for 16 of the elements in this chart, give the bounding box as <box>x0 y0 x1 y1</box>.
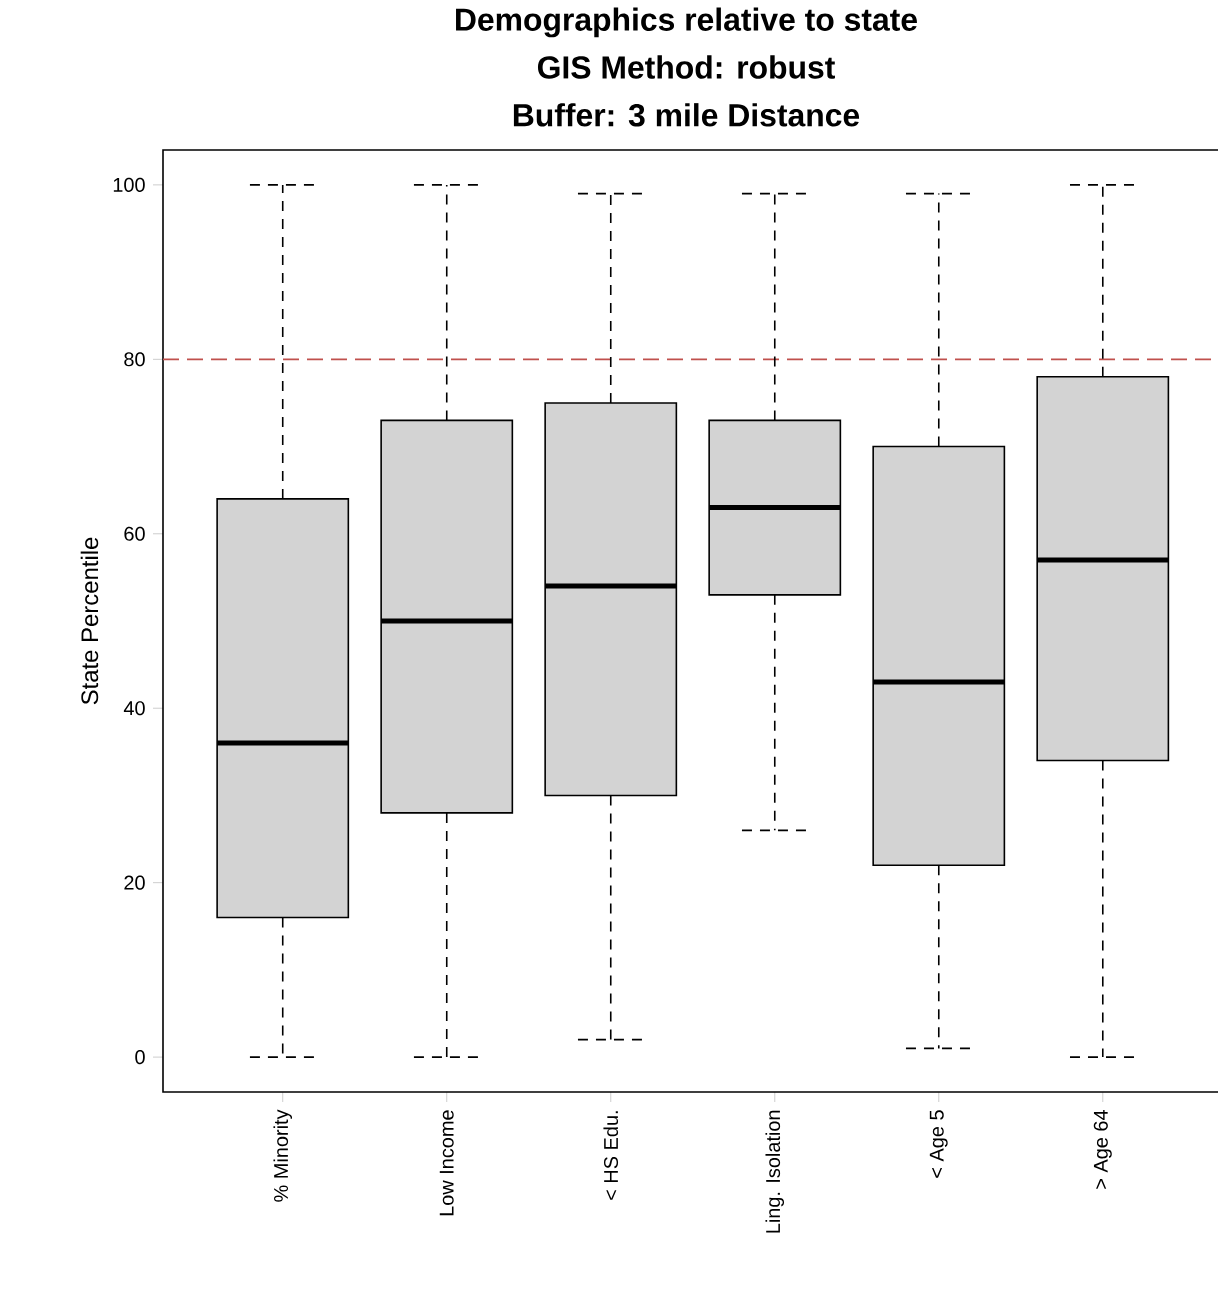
text: Buffer: 3 mile Distance <box>513 103 860 127</box>
y-tick-label: 100 <box>113 177 145 192</box>
x-tick-label: Low Income <box>439 1110 454 1216</box>
y-axis-title: State Percentile <box>80 537 99 705</box>
chart-subtitle: GIS Method: robust <box>537 55 835 79</box>
y-tick-label: 40 <box>123 701 145 716</box>
x-tick-label: % Minority <box>273 1109 293 1202</box>
y-tick-label: 0 <box>135 1050 145 1065</box>
y-tick-label: 60 <box>124 526 145 541</box>
x-tick-label: < Age 5 <box>929 1110 948 1178</box>
chart-title: Demographics relative to state <box>456 7 917 38</box>
x-tick-label: > Age 64 <box>1093 1110 1112 1189</box>
y-tick-label: 80 <box>124 352 145 367</box>
x-tick-label: Ling. Isolation <box>765 1110 785 1233</box>
y-tick-label: 20 <box>124 875 145 890</box>
x-tick-label: < HS Edu. <box>603 1111 619 1200</box>
